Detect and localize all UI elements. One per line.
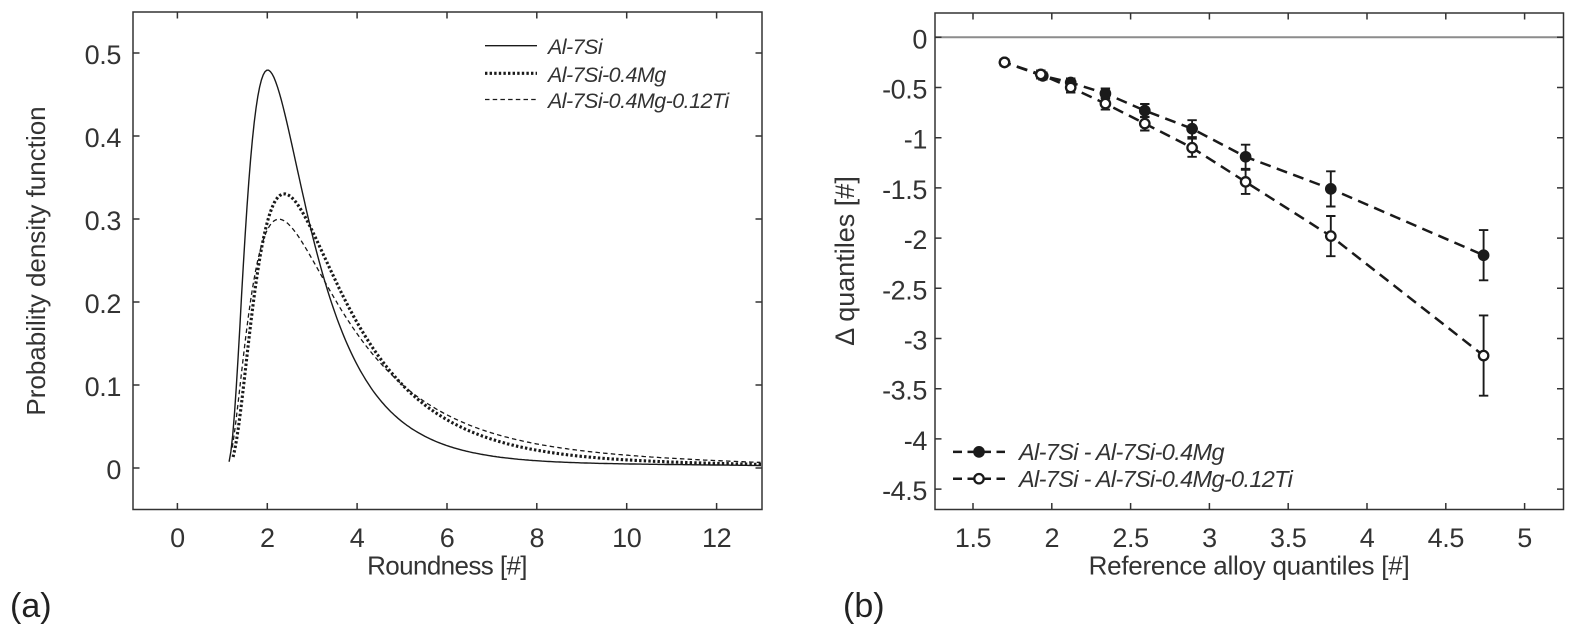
svg-text:Al-7Si - Al-7Si-0.4Mg: Al-7Si - Al-7Si-0.4Mg — [1017, 439, 1224, 465]
svg-text:1.5: 1.5 — [955, 523, 991, 553]
svg-text:10: 10 — [612, 523, 641, 553]
svg-text:-3: -3 — [904, 326, 927, 356]
svg-text:0.2: 0.2 — [85, 289, 121, 319]
svg-text:-2.5: -2.5 — [882, 275, 927, 305]
svg-text:6: 6 — [440, 523, 455, 553]
svg-text:Al-7Si: Al-7Si — [546, 35, 604, 59]
svg-text:0.1: 0.1 — [85, 372, 121, 402]
svg-text:0: 0 — [912, 24, 927, 54]
svg-text:-1: -1 — [904, 125, 927, 155]
svg-text:4.5: 4.5 — [1428, 523, 1464, 553]
svg-text:-1.5: -1.5 — [882, 175, 927, 205]
svg-text:-3.5: -3.5 — [882, 376, 927, 406]
svg-text:3: 3 — [1202, 523, 1217, 553]
svg-text:Roundness [#]: Roundness [#] — [367, 551, 527, 581]
svg-text:2: 2 — [1044, 523, 1059, 553]
svg-text:Al-7Si - Al-7Si-0.4Mg-0.12Ti: Al-7Si - Al-7Si-0.4Mg-0.12Ti — [1017, 466, 1294, 492]
svg-text:-4: -4 — [904, 426, 928, 456]
svg-text:0.5: 0.5 — [85, 40, 121, 70]
svg-text:0: 0 — [106, 455, 121, 485]
svg-text:8: 8 — [529, 523, 544, 553]
svg-text:0.3: 0.3 — [85, 206, 121, 236]
svg-text:(a): (a) — [10, 587, 52, 625]
svg-text:Al-7Si-0.4Mg: Al-7Si-0.4Mg — [546, 63, 666, 87]
svg-text:2: 2 — [260, 523, 275, 553]
svg-text:2.5: 2.5 — [1112, 523, 1148, 553]
svg-text:3.5: 3.5 — [1270, 523, 1306, 553]
svg-text:Reference alloy quantiles [#]: Reference alloy quantiles [#] — [1089, 551, 1410, 581]
svg-text:-0.5: -0.5 — [882, 75, 927, 105]
svg-text:0.4: 0.4 — [85, 123, 122, 153]
svg-text:5: 5 — [1517, 523, 1532, 553]
svg-text:12: 12 — [702, 523, 731, 553]
svg-text:4: 4 — [1360, 523, 1375, 553]
svg-text:(b): (b) — [843, 587, 885, 625]
svg-text:4: 4 — [350, 523, 365, 553]
svg-text:-2: -2 — [904, 225, 927, 255]
svg-text:Δ quantiles [#]: Δ quantiles [#] — [830, 176, 860, 346]
svg-text:-4.5: -4.5 — [882, 476, 927, 506]
svg-text:Probability density function: Probability density function — [21, 106, 51, 415]
svg-text:Al-7Si-0.4Mg-0.12Ti: Al-7Si-0.4Mg-0.12Ti — [546, 89, 730, 113]
svg-text:0: 0 — [170, 523, 185, 553]
